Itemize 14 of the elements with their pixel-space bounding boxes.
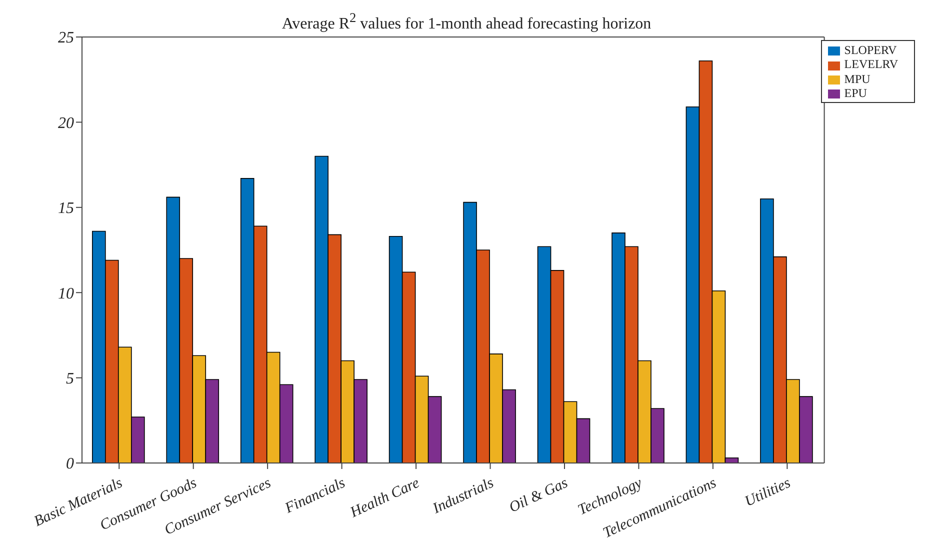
y-tick-label: 25	[58, 30, 74, 47]
y-tick-label: 5	[66, 370, 74, 388]
y-tick-label: 0	[66, 456, 74, 473]
legend-label: SLOPERV	[844, 43, 897, 57]
y-tick-label: 15	[58, 200, 74, 218]
x-tick-label: Health Care	[347, 475, 422, 522]
x-tick-label: Oil & Gas	[506, 475, 571, 516]
legend-label: EPU	[844, 86, 867, 100]
x-tick-label: Utilities	[742, 475, 794, 510]
legend-label: LEVELRV	[844, 57, 898, 72]
y-tick-label: 10	[58, 285, 74, 302]
y-tick-label: 20	[58, 114, 74, 132]
legend-label: MPU	[844, 72, 870, 86]
chart-title: Average R$^{2}$ values for 1-month ahead forecasting horizon	[280, 9, 652, 32]
